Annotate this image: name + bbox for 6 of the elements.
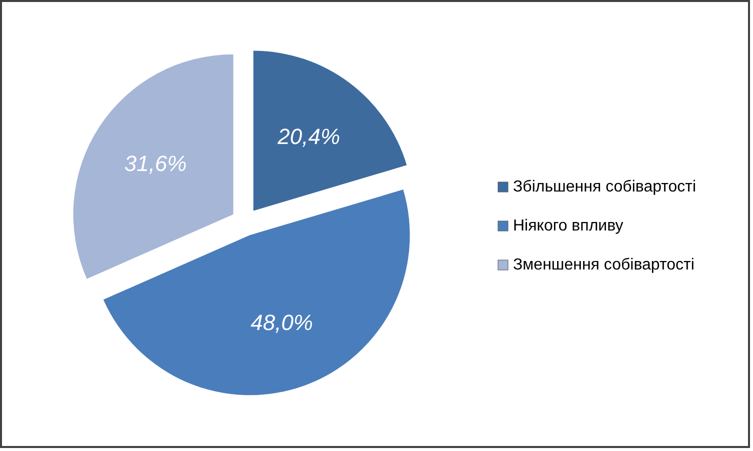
legend-label: Зменшення собівартості: [513, 256, 694, 274]
legend-label: Збільшення собівартості: [513, 178, 696, 196]
data-label: 31,6%: [124, 151, 187, 176]
legend-label: Ніякого впливу: [513, 218, 624, 234]
data-label: 20,4%: [276, 124, 340, 149]
data-label: 48,0%: [250, 310, 314, 335]
